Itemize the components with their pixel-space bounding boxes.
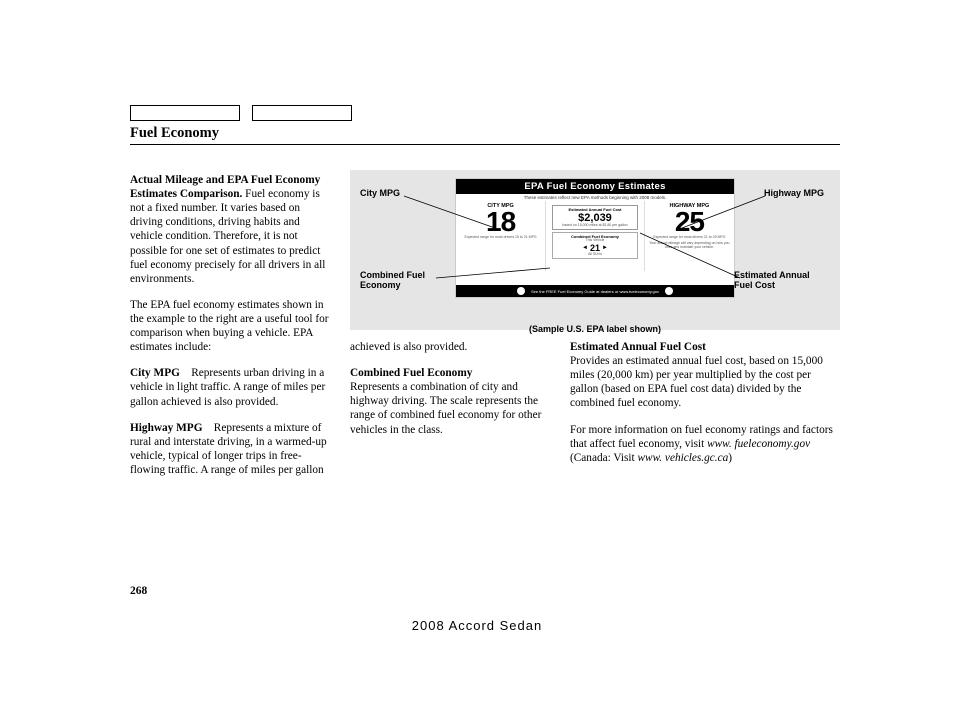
epa-intro-para: The EPA fuel economy estimates shown in … xyxy=(130,298,330,354)
combined-para: Combined Fuel Economy Represents a combi… xyxy=(350,366,550,437)
cost-para: Estimated Annual Fuel Cost Provides an e… xyxy=(570,340,840,411)
callout-highway-mpg: Highway MPG xyxy=(764,188,824,198)
combined-box: Combined Fuel Economy This Vehicle ◄ 21 … xyxy=(552,232,638,259)
epa-label-footer: See the FREE Fuel Economy Guide at deale… xyxy=(456,285,734,297)
link-fueleconomy: www. fueleconomy.gov xyxy=(707,438,810,450)
mid-cell: Estimated Annual Fuel Cost $2,039 based … xyxy=(545,201,645,271)
callout-combined: Combined Fuel Economy xyxy=(360,270,440,290)
column-right: Estimated Annual Fuel Cost Provides an e… xyxy=(570,340,840,477)
cost-label: Estimated Annual Fuel Cost xyxy=(570,340,840,354)
intro-text: Fuel economy is not a fixed number. It v… xyxy=(130,188,325,285)
section-title: Fuel Economy xyxy=(130,125,840,145)
header-placeholder-boxes xyxy=(130,105,840,121)
city-mpg-label: City MPG xyxy=(130,367,180,379)
cost-text: Provides an estimated annual fuel cost, … xyxy=(570,355,823,409)
epa-label-main: CITY MPG 18 Expected range for most driv… xyxy=(456,201,734,271)
achieved-cont: achieved is also provided. xyxy=(350,340,550,354)
epa-label-sub: These estimates reflect new EPA methods … xyxy=(456,194,734,201)
combined-label: Combined Fuel Economy xyxy=(350,366,550,380)
epa-label-header: EPA Fuel Economy Estimates xyxy=(456,179,734,194)
hwy-note: Your actual mileage will vary depending … xyxy=(647,242,732,250)
combined-scale: All SUVs xyxy=(554,253,636,257)
hwy-mpg-cell: HIGHWAY MPG 25 Expected range for most d… xyxy=(645,201,734,271)
page-number: 268 xyxy=(130,585,147,597)
column-left: Actual Mileage and EPA Fuel Economy Esti… xyxy=(130,173,330,489)
seal-icon xyxy=(517,287,525,295)
more-c: ) xyxy=(728,452,732,464)
hwy-range: Expected range for most drivers 21 to 29… xyxy=(647,236,732,240)
epa-figure: EPA Fuel Economy Estimates These estimat… xyxy=(350,170,840,330)
hwy-value: 25 xyxy=(647,209,732,236)
arrow-right-icon: ► xyxy=(602,245,608,251)
more-b: (Canada: Visit xyxy=(570,452,638,464)
arrow-left-icon: ◄ xyxy=(582,245,588,251)
epa-figure-inner: EPA Fuel Economy Estimates These estimat… xyxy=(350,178,840,338)
highway-mpg-para: Highway MPG Represents a mixture of rura… xyxy=(130,421,330,477)
footer-doc-title: 2008 Accord Sedan xyxy=(0,618,954,633)
city-range: Expected range for most drivers 15 to 21… xyxy=(458,236,543,240)
epa-label-box: EPA Fuel Economy Estimates These estimat… xyxy=(455,178,735,298)
callout-city-mpg: City MPG xyxy=(360,188,400,198)
annual-cost-box: Estimated Annual Fuel Cost $2,039 based … xyxy=(552,205,638,230)
city-mpg-para: City MPG Represents urban driving in a v… xyxy=(130,366,330,408)
highway-mpg-label: Highway MPG xyxy=(130,422,203,434)
city-value: 18 xyxy=(458,209,543,236)
city-mpg-cell: CITY MPG 18 Expected range for most driv… xyxy=(456,201,545,271)
placeholder-box-1 xyxy=(130,105,240,121)
combined-text: Represents a combination of city and hig… xyxy=(350,381,541,435)
placeholder-box-2 xyxy=(252,105,352,121)
footer-text: See the FREE Fuel Economy Guide at deale… xyxy=(531,289,659,294)
sample-note: (Sample U.S. EPA label shown) xyxy=(350,324,840,334)
intro-para: Actual Mileage and EPA Fuel Economy Esti… xyxy=(130,173,330,286)
callout-annual-cost: Estimated Annual Fuel Cost xyxy=(734,270,824,290)
link-vehicles-gc: www. vehicles.gc.ca xyxy=(638,452,729,464)
column-middle: achieved is also provided. Combined Fuel… xyxy=(350,340,550,449)
cost-sub: based on 15,000 miles at $2.80 per gallo… xyxy=(554,224,636,228)
more-info-para: For more information on fuel economy rat… xyxy=(570,423,840,465)
seal-icon xyxy=(665,287,673,295)
